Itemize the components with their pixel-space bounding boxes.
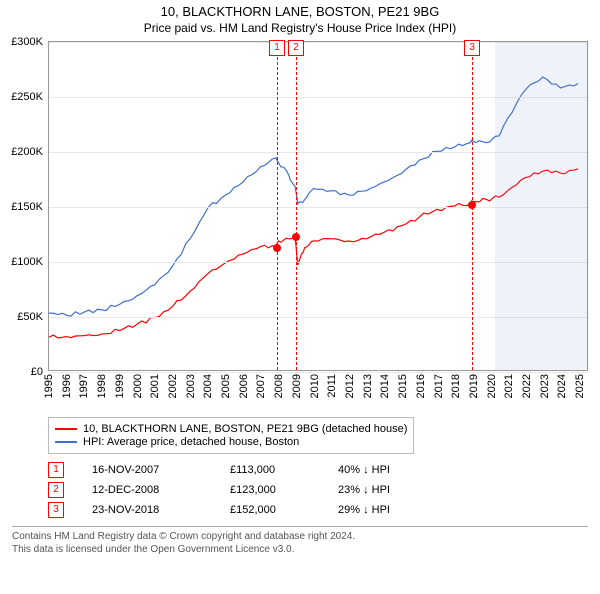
ytick-label: £250K xyxy=(11,91,43,103)
footer-attribution: Contains HM Land Registry data © Crown c… xyxy=(12,526,588,556)
chart-title: 10, BLACKTHORN LANE, BOSTON, PE21 9BG xyxy=(0,4,600,19)
forecast-shade-band xyxy=(495,42,589,370)
ytick-label: £0 xyxy=(31,366,43,378)
ytick-label: £150K xyxy=(11,201,43,213)
xtick-label: 2022 xyxy=(521,374,533,398)
xtick-label: 2023 xyxy=(539,374,551,398)
xtick-label: 2019 xyxy=(468,374,480,398)
sales-table: 1 16-NOV-2007 £113,000 40% ↓ HPI 2 12-DEC-200… xyxy=(48,462,588,518)
xtick-label: 2010 xyxy=(309,374,321,398)
xtick-label: 2011 xyxy=(326,374,338,398)
chart-subtitle: Price paid vs. HM Land Registry's House … xyxy=(0,21,600,35)
sales-row-date-1: 16-NOV-2007 xyxy=(92,464,202,476)
xtick-label: 2006 xyxy=(238,374,250,398)
sale-vline-2 xyxy=(296,42,297,370)
sales-row-marker-1: 1 xyxy=(48,462,64,478)
xtick-label: 1995 xyxy=(43,374,55,398)
xtick-label: 2024 xyxy=(556,374,568,398)
legend-row-property: 10, BLACKTHORN LANE, BOSTON, PE21 9BG (d… xyxy=(55,423,407,435)
xtick-label: 2001 xyxy=(149,374,161,398)
sale-dot-2 xyxy=(292,233,300,241)
footer-line-2: This data is licensed under the Open Gov… xyxy=(12,543,588,556)
xtick-label: 2007 xyxy=(255,374,267,398)
legend-label-hpi: HPI: Average price, detached house, Bost… xyxy=(83,436,299,448)
xtick-label: 1999 xyxy=(114,374,126,398)
ytick-label: £100K xyxy=(11,256,43,268)
ytick-label: £200K xyxy=(11,146,43,158)
xtick-label: 2021 xyxy=(503,374,515,398)
legend-swatch-property xyxy=(55,428,77,430)
xtick-label: 2005 xyxy=(220,374,232,398)
xtick-label: 2004 xyxy=(202,374,214,398)
xtick-label: 2008 xyxy=(273,374,285,398)
xtick-label: 1996 xyxy=(61,374,73,398)
sales-row-price-2: £123,000 xyxy=(230,484,310,496)
sales-row-date-3: 23-NOV-2018 xyxy=(92,504,202,516)
ytick-label: £50K xyxy=(17,311,43,323)
sales-row-pct-2: 23% ↓ HPI xyxy=(338,484,428,496)
xtick-label: 2018 xyxy=(450,374,462,398)
xtick-label: 2003 xyxy=(185,374,197,398)
xtick-label: 2009 xyxy=(291,374,303,398)
sale-vline-1 xyxy=(277,42,278,370)
sale-dot-1 xyxy=(273,244,281,252)
plot-box: £0£50K£100K£150K£200K£250K£300K199519961… xyxy=(48,41,588,371)
xtick-label: 2002 xyxy=(167,374,179,398)
sales-row-price-1: £113,000 xyxy=(230,464,310,476)
xtick-label: 2015 xyxy=(397,374,409,398)
xtick-label: 1997 xyxy=(78,374,90,398)
ytick-label: £300K xyxy=(11,36,43,48)
sale-dot-3 xyxy=(468,201,476,209)
gridline-h xyxy=(49,372,587,373)
xtick-label: 2020 xyxy=(486,374,498,398)
xtick-label: 1998 xyxy=(96,374,108,398)
xtick-label: 2012 xyxy=(344,374,356,398)
xtick-label: 2016 xyxy=(415,374,427,398)
xtick-label: 2013 xyxy=(362,374,374,398)
chart-plot-area: £0£50K£100K£150K£200K£250K£300K199519961… xyxy=(48,41,588,371)
sale-marker-1: 1 xyxy=(269,40,285,56)
sales-row-2: 2 12-DEC-2008 £123,000 23% ↓ HPI xyxy=(48,482,588,498)
sales-row-pct-3: 29% ↓ HPI xyxy=(338,504,428,516)
sales-row-date-2: 12-DEC-2008 xyxy=(92,484,202,496)
xtick-label: 2014 xyxy=(379,374,391,398)
sale-marker-2: 2 xyxy=(288,40,304,56)
xtick-label: 2017 xyxy=(433,374,445,398)
sales-row-marker-2: 2 xyxy=(48,482,64,498)
xtick-label: 2025 xyxy=(574,374,586,398)
sales-row-3: 3 23-NOV-2018 £152,000 29% ↓ HPI xyxy=(48,502,588,518)
footer-line-1: Contains HM Land Registry data © Crown c… xyxy=(12,530,588,543)
sales-row-marker-3: 3 xyxy=(48,502,64,518)
chart-container: 10, BLACKTHORN LANE, BOSTON, PE21 9BG Pr… xyxy=(0,4,600,594)
legend-label-property: 10, BLACKTHORN LANE, BOSTON, PE21 9BG (d… xyxy=(83,423,407,435)
sales-row-price-3: £152,000 xyxy=(230,504,310,516)
legend: 10, BLACKTHORN LANE, BOSTON, PE21 9BG (d… xyxy=(48,417,414,454)
legend-swatch-hpi xyxy=(55,441,77,443)
sales-row-1: 1 16-NOV-2007 £113,000 40% ↓ HPI xyxy=(48,462,588,478)
sales-row-pct-1: 40% ↓ HPI xyxy=(338,464,428,476)
legend-row-hpi: HPI: Average price, detached house, Bost… xyxy=(55,436,407,448)
xtick-label: 2000 xyxy=(132,374,144,398)
sale-marker-3: 3 xyxy=(464,40,480,56)
